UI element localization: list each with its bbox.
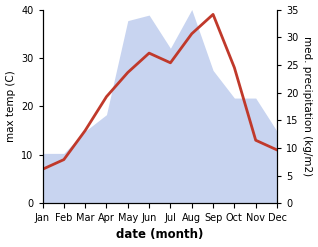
X-axis label: date (month): date (month) [116, 228, 204, 242]
Y-axis label: max temp (C): max temp (C) [5, 70, 16, 142]
Y-axis label: med. precipitation (kg/m2): med. precipitation (kg/m2) [302, 36, 313, 176]
